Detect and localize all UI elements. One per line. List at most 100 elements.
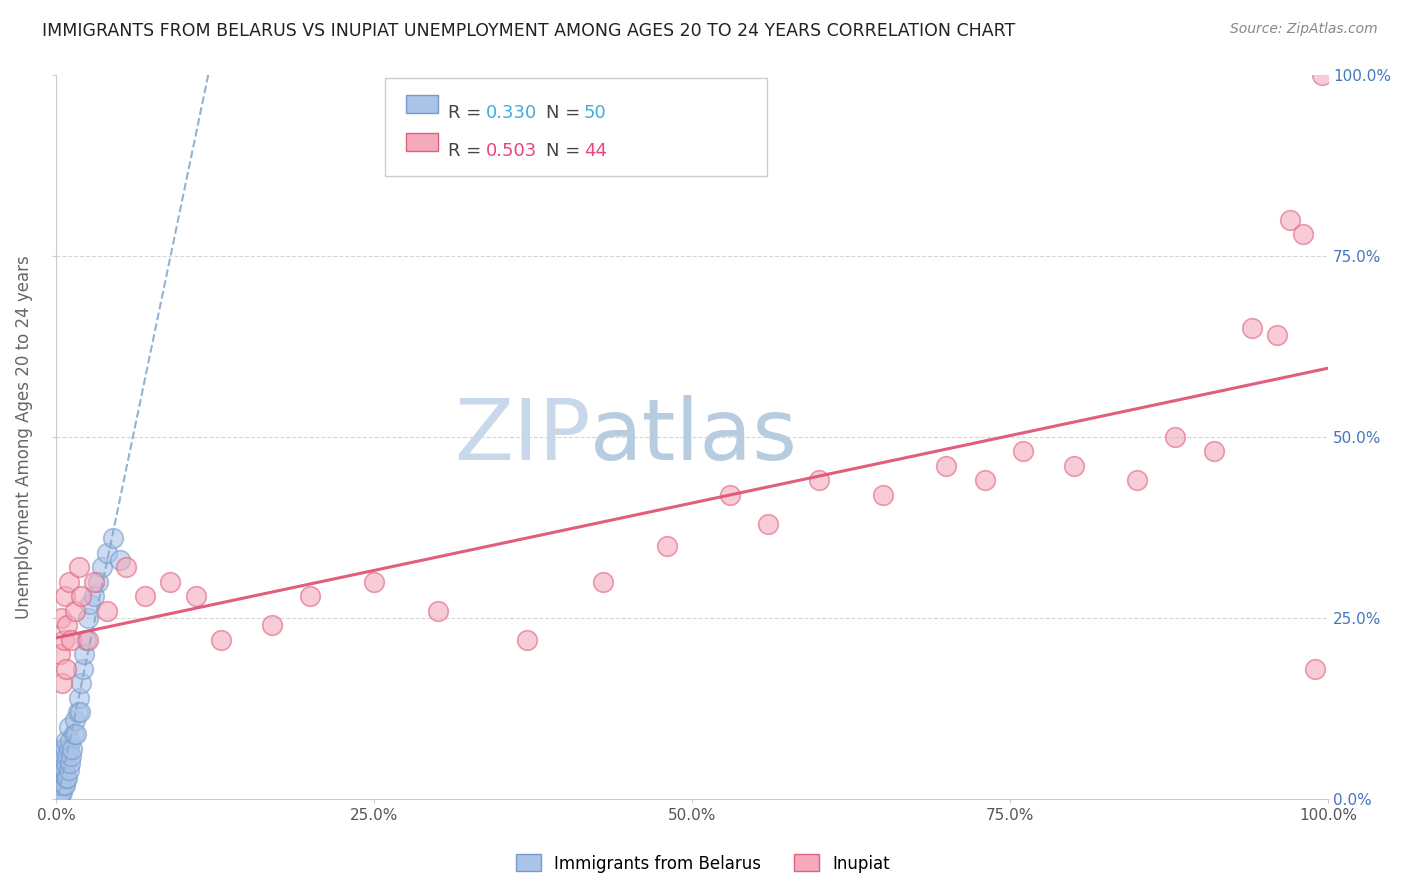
Point	[67, 690, 90, 705]
Point	[62, 741, 84, 756]
Point	[1292, 227, 1315, 241]
Point	[53, 764, 76, 778]
Point	[56, 618, 79, 632]
Point	[65, 727, 87, 741]
Point	[48, 778, 70, 792]
Point	[1202, 444, 1225, 458]
Point	[134, 590, 156, 604]
Point	[48, 648, 70, 662]
Point	[1126, 474, 1149, 488]
Bar	[406, 133, 437, 151]
Point	[655, 539, 678, 553]
Bar	[406, 95, 437, 113]
Point	[49, 771, 72, 785]
Text: IMMIGRANTS FROM BELARUS VS INUPIAT UNEMPLOYMENT AMONG AGES 20 TO 24 YEARS CORREL: IMMIGRANTS FROM BELARUS VS INUPIAT UNEMP…	[42, 22, 1015, 40]
Point	[973, 474, 995, 488]
Point	[59, 756, 82, 771]
Point	[72, 662, 94, 676]
Point	[48, 756, 70, 771]
Point	[756, 516, 779, 531]
Point	[159, 574, 181, 589]
Point	[48, 785, 70, 799]
Point	[53, 590, 76, 604]
Point	[90, 560, 112, 574]
Point	[51, 785, 73, 799]
Point	[209, 632, 232, 647]
Point	[1265, 328, 1288, 343]
Point	[115, 560, 138, 574]
Text: N =: N =	[546, 103, 586, 121]
Text: R =: R =	[447, 103, 486, 121]
Point	[59, 734, 82, 748]
Point	[1011, 444, 1033, 458]
Point	[58, 720, 80, 734]
Text: atlas: atlas	[591, 395, 799, 478]
Text: R =: R =	[447, 142, 486, 160]
Point	[58, 764, 80, 778]
Point	[808, 474, 831, 488]
Point	[1305, 662, 1327, 676]
Text: N =: N =	[546, 142, 586, 160]
Text: 0.330: 0.330	[486, 103, 537, 121]
Point	[426, 604, 449, 618]
Point	[58, 741, 80, 756]
Point	[52, 748, 75, 763]
Point	[52, 778, 75, 792]
Point	[48, 764, 70, 778]
Point	[55, 662, 77, 676]
Point	[49, 611, 72, 625]
Point	[55, 734, 77, 748]
Point	[592, 574, 614, 589]
Point	[60, 632, 83, 647]
Point	[52, 764, 75, 778]
Y-axis label: Unemployment Among Ages 20 to 24 years: Unemployment Among Ages 20 to 24 years	[15, 255, 32, 619]
Point	[1278, 212, 1301, 227]
Point	[55, 771, 77, 785]
Point	[56, 748, 79, 763]
Point	[70, 590, 93, 604]
Point	[69, 706, 91, 720]
Point	[51, 741, 73, 756]
Point	[53, 778, 76, 792]
Point	[935, 458, 957, 473]
Point	[184, 590, 207, 604]
Point	[67, 560, 90, 574]
Point	[51, 771, 73, 785]
Point	[1164, 430, 1187, 444]
Point	[1240, 321, 1263, 335]
Point	[55, 756, 77, 771]
Point	[56, 771, 79, 785]
Point	[96, 546, 118, 560]
Text: 0.503: 0.503	[486, 142, 537, 160]
Point	[872, 488, 894, 502]
Text: 44: 44	[583, 142, 607, 160]
Point	[53, 741, 76, 756]
Point	[62, 727, 84, 741]
FancyBboxPatch shape	[385, 78, 768, 176]
Point	[51, 676, 73, 690]
Point	[51, 756, 73, 771]
Point	[1310, 68, 1333, 82]
Text: 50: 50	[583, 103, 606, 121]
Point	[516, 632, 538, 647]
Text: Source: ZipAtlas.com: Source: ZipAtlas.com	[1230, 22, 1378, 37]
Point	[70, 676, 93, 690]
Point	[96, 604, 118, 618]
Point	[48, 792, 70, 806]
Point	[1063, 458, 1085, 473]
Point	[66, 706, 89, 720]
Point	[108, 553, 131, 567]
Legend: Immigrants from Belarus, Inupiat: Immigrants from Belarus, Inupiat	[509, 847, 897, 880]
Point	[63, 713, 86, 727]
Point	[363, 574, 385, 589]
Point	[48, 771, 70, 785]
Point	[101, 532, 124, 546]
Point	[76, 611, 98, 625]
Text: ZIP: ZIP	[454, 395, 591, 478]
Point	[63, 604, 86, 618]
Point	[49, 778, 72, 792]
Point	[718, 488, 741, 502]
Point	[83, 590, 105, 604]
Point	[49, 785, 72, 799]
Point	[73, 648, 96, 662]
